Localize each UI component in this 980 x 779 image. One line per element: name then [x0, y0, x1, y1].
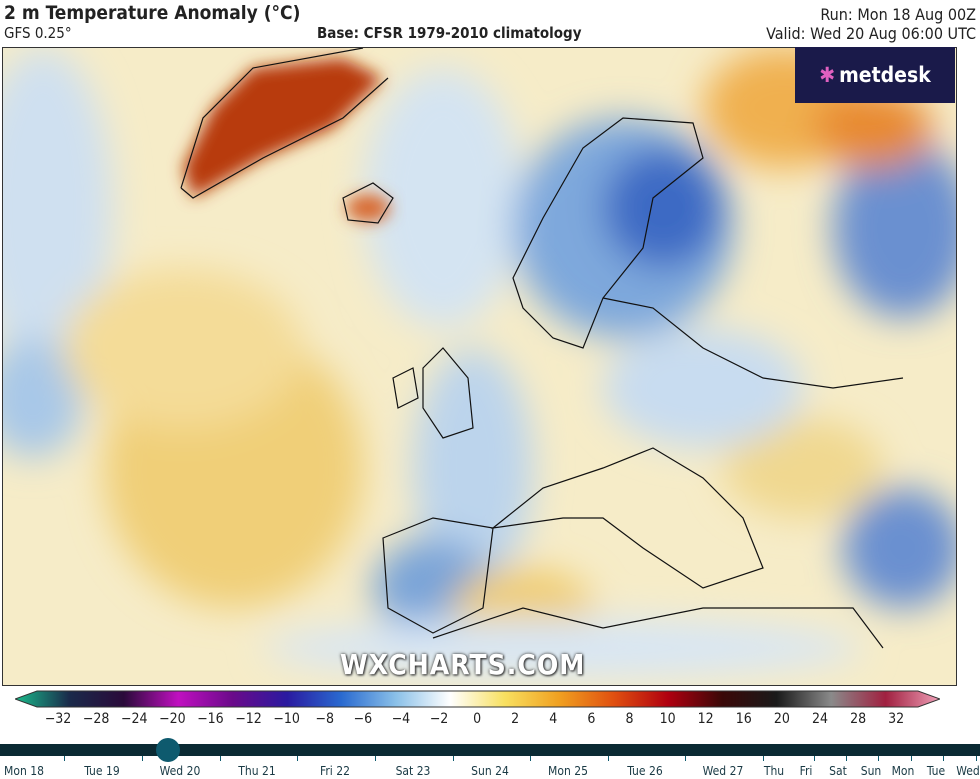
- watermark: WXCHARTS.COM: [340, 648, 586, 681]
- colorbar-tick-label: −10: [273, 711, 300, 727]
- timeline-day-14[interactable]: Mon: [891, 764, 915, 778]
- timeline-day-11[interactable]: Fri: [799, 764, 813, 778]
- timeline-tick: [976, 756, 977, 761]
- timeline-tick: [878, 756, 879, 761]
- colorbar-tick-label: 12: [697, 711, 714, 727]
- colorbar-tick-label: 8: [625, 711, 634, 727]
- colorbar-tick-label: −20: [159, 711, 186, 727]
- colorbar: [15, 690, 940, 708]
- timeline-tick: [911, 756, 912, 761]
- colorbar-tick-label: −4: [391, 711, 411, 727]
- colorbar-tick-label: 10: [659, 711, 676, 727]
- timeline-tick: [453, 756, 454, 761]
- timeline-tick: [608, 756, 609, 761]
- timeline-tick: [943, 756, 944, 761]
- timeline-day-12[interactable]: Sat: [829, 764, 847, 778]
- colorbar-tick-label: 24: [811, 711, 829, 727]
- metdesk-logo: ✱ metdesk: [795, 47, 955, 103]
- colorbar-tick-label: 32: [888, 711, 905, 727]
- colorbar-tick-label: 0: [473, 711, 482, 727]
- timeline-tick: [846, 756, 847, 761]
- valid-label: Valid: Wed 20 Aug 06:00 UTC: [766, 24, 976, 43]
- colorbar-tick-label: −32: [44, 711, 72, 727]
- colorbar-tick-label: −2: [429, 711, 449, 727]
- timeline-tick: [685, 756, 686, 761]
- temperature-anomaly-map[interactable]: [2, 47, 957, 686]
- colorbar-tick-label: 4: [549, 711, 558, 727]
- timeline-day-16[interactable]: Wed: [956, 764, 980, 778]
- timeline-day-6[interactable]: Sun 24: [471, 764, 509, 778]
- timeline-slider[interactable]: [0, 744, 980, 756]
- colorbar-tick-label: 2: [511, 711, 520, 727]
- timeline-day-1[interactable]: Tue 19: [84, 764, 120, 778]
- colorbar-tick-label: −6: [353, 711, 373, 727]
- timeline-tick: [763, 756, 764, 761]
- timeline-day-3[interactable]: Thu 21: [238, 764, 276, 778]
- timeline-day-4[interactable]: Fri 22: [320, 764, 350, 778]
- timeline-day-2[interactable]: Wed 20: [159, 764, 201, 778]
- logo-text: metdesk: [839, 63, 931, 87]
- timeline-day-13[interactable]: Sun: [860, 764, 882, 778]
- chart-title: 2 m Temperature Anomaly (°C): [4, 2, 301, 24]
- timeline-day-15[interactable]: Tue: [926, 764, 946, 778]
- timeline-day-0[interactable]: Mon 18: [4, 764, 44, 778]
- timeline-day-8[interactable]: Tue 26: [627, 764, 663, 778]
- colorbar-tick-label: 16: [735, 711, 752, 727]
- timeline-tick: [814, 756, 815, 761]
- timeline-day-7[interactable]: Mon 25: [548, 764, 588, 778]
- colorbar-tick-label: −8: [315, 711, 334, 727]
- model-label: GFS 0.25°: [4, 24, 72, 42]
- base-label: Base: CFSR 1979-2010 climatology: [317, 24, 582, 42]
- colorbar-tick-label: 20: [773, 711, 790, 727]
- run-label: Run: Mon 18 Aug 00Z: [820, 5, 976, 24]
- timeline-tick: [297, 756, 298, 761]
- colorbar-tick-label: −24: [120, 711, 148, 727]
- timeline-day-9[interactable]: Wed 27: [702, 764, 744, 778]
- colorbar-tick-label: 6: [587, 711, 596, 727]
- colorbar-tick-label: 28: [850, 711, 867, 727]
- timeline-tick: [220, 756, 221, 761]
- logo-star-icon: ✱: [819, 63, 836, 87]
- colorbar-tick-label: −16: [197, 711, 224, 727]
- timeline-tick: [530, 756, 531, 761]
- colorbar-tick-label: −28: [82, 711, 110, 727]
- timeline-tick: [64, 756, 65, 761]
- timeline-day-10[interactable]: Thu: [763, 764, 785, 778]
- timeline-day-5[interactable]: Sat 23: [395, 764, 431, 778]
- timeline-tick: [142, 756, 143, 761]
- timeline-tick: [375, 756, 376, 761]
- timeline-handle[interactable]: [156, 738, 180, 762]
- colorbar-tick-label: −12: [235, 711, 262, 727]
